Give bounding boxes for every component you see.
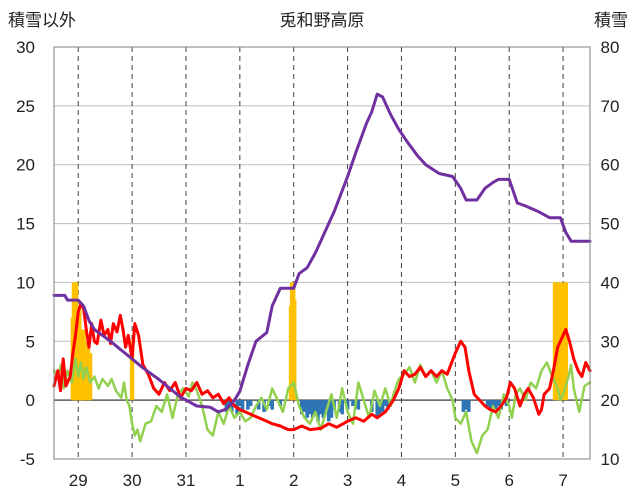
left-axis-title: 積雪以外 (8, 11, 76, 31)
precipitation-bar (81, 329, 86, 401)
negative-bar (326, 400, 331, 422)
left-tick-label: 30 (16, 38, 35, 57)
negative-bar (324, 400, 328, 412)
chart-title: 兎和野高原 (280, 11, 365, 31)
negative-bar (302, 400, 307, 412)
precipitation-bar (82, 364, 87, 401)
precipitation-bar (129, 341, 135, 401)
x-tick-label: 7 (558, 471, 567, 490)
negative-bar (466, 400, 471, 412)
negative-bar (356, 400, 361, 410)
right-tick-label: 30 (601, 332, 620, 351)
precipitation-bar (292, 300, 297, 401)
negative-bar (375, 400, 380, 418)
left-tick-label: 25 (16, 97, 35, 116)
negative-bar (256, 400, 261, 410)
negative-bar (308, 400, 312, 415)
right-tick-label: 50 (601, 215, 620, 234)
x-tick-label: 30 (123, 471, 142, 490)
right-tick-label: 20 (601, 391, 620, 410)
precipitation-bar (87, 353, 93, 401)
right-tick-label: 80 (601, 38, 620, 57)
x-tick-label: 3 (343, 471, 352, 490)
negative-bar (246, 400, 250, 410)
right-tick-label: 60 (601, 156, 620, 175)
negative-bar (345, 400, 350, 410)
grid-layer (54, 47, 590, 459)
negative-bar (493, 400, 498, 410)
temperature-green-line (52, 357, 592, 455)
x-tick-label: 29 (69, 471, 88, 490)
negative-bar (329, 400, 334, 418)
left-tick-label: -5 (20, 450, 35, 469)
negative-bar (240, 400, 245, 412)
negative-bar (496, 400, 501, 407)
left-tick-label: 15 (16, 215, 35, 234)
negative-bar (270, 400, 274, 410)
negative-bar (224, 400, 229, 412)
precipitation-bar (552, 282, 558, 401)
x-tick-label: 2 (289, 471, 298, 490)
negative-bar (461, 400, 466, 412)
negative-bar (351, 400, 355, 407)
negative-bar (383, 400, 388, 407)
x-tick-label: 6 (504, 471, 513, 490)
negative-bar (485, 400, 490, 407)
plot-frame (53, 46, 591, 460)
negative-bar (305, 400, 309, 418)
negative-bar (313, 400, 318, 412)
negative-bar (229, 400, 234, 412)
negative-bar (488, 400, 493, 410)
negative-bar (464, 400, 468, 410)
negative-bar (238, 400, 242, 407)
precipitation-bar (563, 282, 568, 401)
negative-bar (380, 400, 385, 412)
negative-bar (340, 400, 345, 415)
lines-layer (52, 92, 592, 455)
axes-layer: -5 0 5 10 15 20 25 30 10 20 30 40 50 60 70 80 29 30 31 1 2 3 4… (16, 38, 619, 490)
right-tick-label: 70 (601, 97, 620, 116)
x-tick-label: 31 (177, 471, 196, 490)
left-tick-label: 20 (16, 156, 35, 175)
negative-bar (316, 400, 320, 422)
negative-bar (321, 400, 326, 418)
negative-bar (248, 400, 253, 407)
snow-depth-line (52, 92, 592, 414)
left-tick-label: 5 (26, 332, 35, 351)
negative-bar (299, 400, 304, 415)
temperature-red-line (52, 302, 592, 432)
x-tick-label: 5 (451, 471, 460, 490)
precipitation-bar (560, 282, 566, 401)
right-tick-label: 40 (601, 273, 620, 292)
x-tick-label: 1 (235, 471, 244, 490)
left-tick-label: 0 (26, 391, 35, 410)
precipitation-bar (555, 282, 560, 401)
negative-bar (386, 400, 390, 410)
negative-bar (310, 400, 315, 418)
x-tick-label: 4 (397, 471, 406, 490)
right-axis-title: 積雪 (594, 11, 628, 31)
left-tick-label: 10 (16, 273, 35, 292)
right-tick-label: 10 (601, 450, 620, 469)
negative-bar (318, 400, 323, 415)
